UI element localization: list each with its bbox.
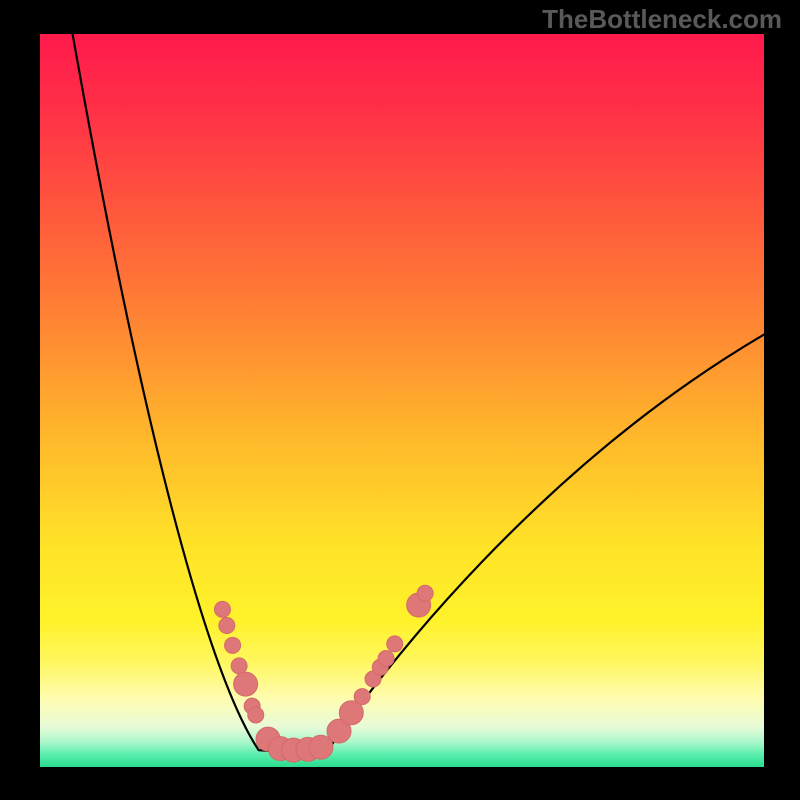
plot-area — [40, 34, 764, 767]
marker-dot — [214, 601, 230, 617]
marker-dot — [378, 651, 394, 667]
marker-dot — [225, 637, 241, 653]
marker-dot — [417, 585, 433, 601]
marker-dot — [219, 618, 235, 634]
gradient-background — [40, 34, 764, 767]
plot-svg — [40, 34, 764, 767]
marker-dot — [231, 658, 247, 674]
marker-dot — [387, 636, 403, 652]
watermark-label: TheBottleneck.com — [542, 4, 782, 35]
marker-dot — [354, 689, 370, 705]
marker-dot — [234, 672, 258, 696]
marker-dot — [248, 707, 264, 723]
chart-stage: TheBottleneck.com — [0, 0, 800, 800]
